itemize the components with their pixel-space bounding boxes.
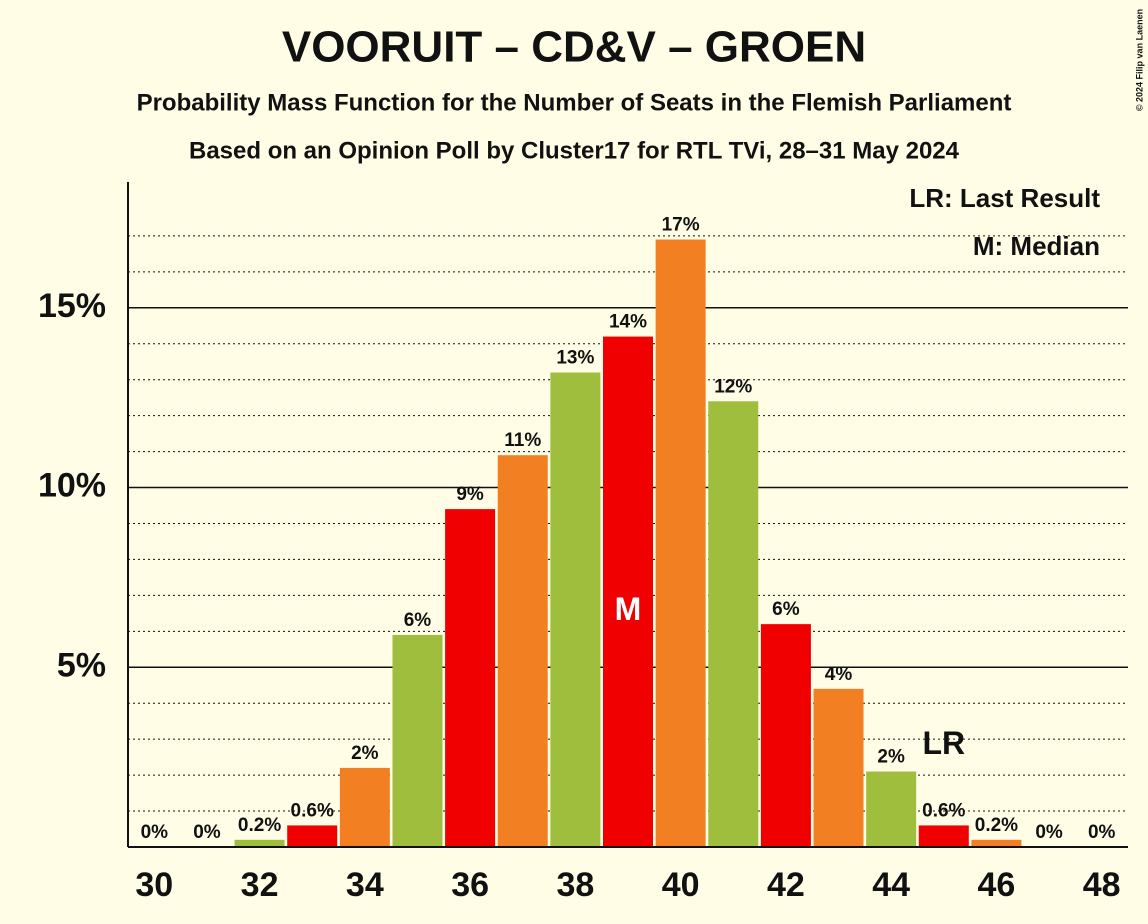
bar [918, 825, 969, 847]
bar [813, 688, 864, 847]
value-label: 11% [504, 430, 541, 451]
bar [550, 372, 601, 847]
annotation: M [615, 591, 642, 627]
bar [971, 839, 1022, 847]
y-tick-label: 5% [57, 646, 106, 684]
y-tick-label: 10% [38, 467, 106, 505]
value-label: 12% [714, 376, 752, 397]
value-label: 9% [456, 484, 484, 505]
x-tick-label: 34 [346, 866, 384, 904]
value-label: 0% [193, 822, 221, 843]
x-tick-label: 40 [662, 866, 700, 904]
x-tick-label: 36 [451, 866, 489, 904]
x-tick-label: 30 [135, 866, 173, 904]
copyright: © 2024 Filip van Laenen [1134, 9, 1144, 111]
annotation: LR [922, 725, 965, 761]
value-label: 14% [609, 312, 647, 333]
value-label: 6% [772, 599, 800, 620]
value-label: 0.2% [238, 815, 281, 836]
bar [708, 401, 759, 847]
value-label: 2% [877, 747, 905, 768]
value-label: 0.6% [291, 800, 334, 821]
bar [234, 839, 285, 847]
value-label: 4% [825, 664, 853, 685]
value-label: 0% [1035, 822, 1063, 843]
x-tick-label: 44 [872, 866, 910, 904]
bar [392, 634, 443, 847]
value-label: 0% [141, 822, 169, 843]
x-tick-label: 48 [1083, 866, 1121, 904]
bar [287, 825, 338, 847]
y-tick-label: 15% [38, 287, 106, 325]
bar [497, 455, 548, 847]
value-label: 0.6% [922, 800, 965, 821]
chart-title: VOORUIT – CD&V – GROEN [282, 23, 866, 72]
bar [655, 239, 706, 847]
value-label: 0.2% [975, 815, 1018, 836]
value-label: 6% [404, 610, 432, 631]
bar [445, 509, 496, 847]
x-tick-label: 46 [978, 866, 1016, 904]
chart-subtitle: Based on an Opinion Poll by Cluster17 fo… [189, 137, 960, 164]
bar [760, 624, 811, 847]
chart-subtitle: Probability Mass Function for the Number… [137, 89, 1012, 116]
value-label: 17% [662, 215, 700, 236]
bar [603, 336, 653, 847]
x-tick-label: 42 [767, 866, 805, 904]
value-label: 0% [1088, 822, 1116, 843]
value-label: 13% [556, 348, 594, 369]
value-label: 2% [351, 743, 379, 764]
legend-entry: LR: Last Result [909, 183, 1100, 213]
bar [866, 771, 917, 847]
legend-entry: M: Median [973, 231, 1100, 261]
x-tick-label: 32 [241, 866, 279, 904]
x-tick-label: 38 [556, 866, 594, 904]
bar [339, 767, 390, 847]
